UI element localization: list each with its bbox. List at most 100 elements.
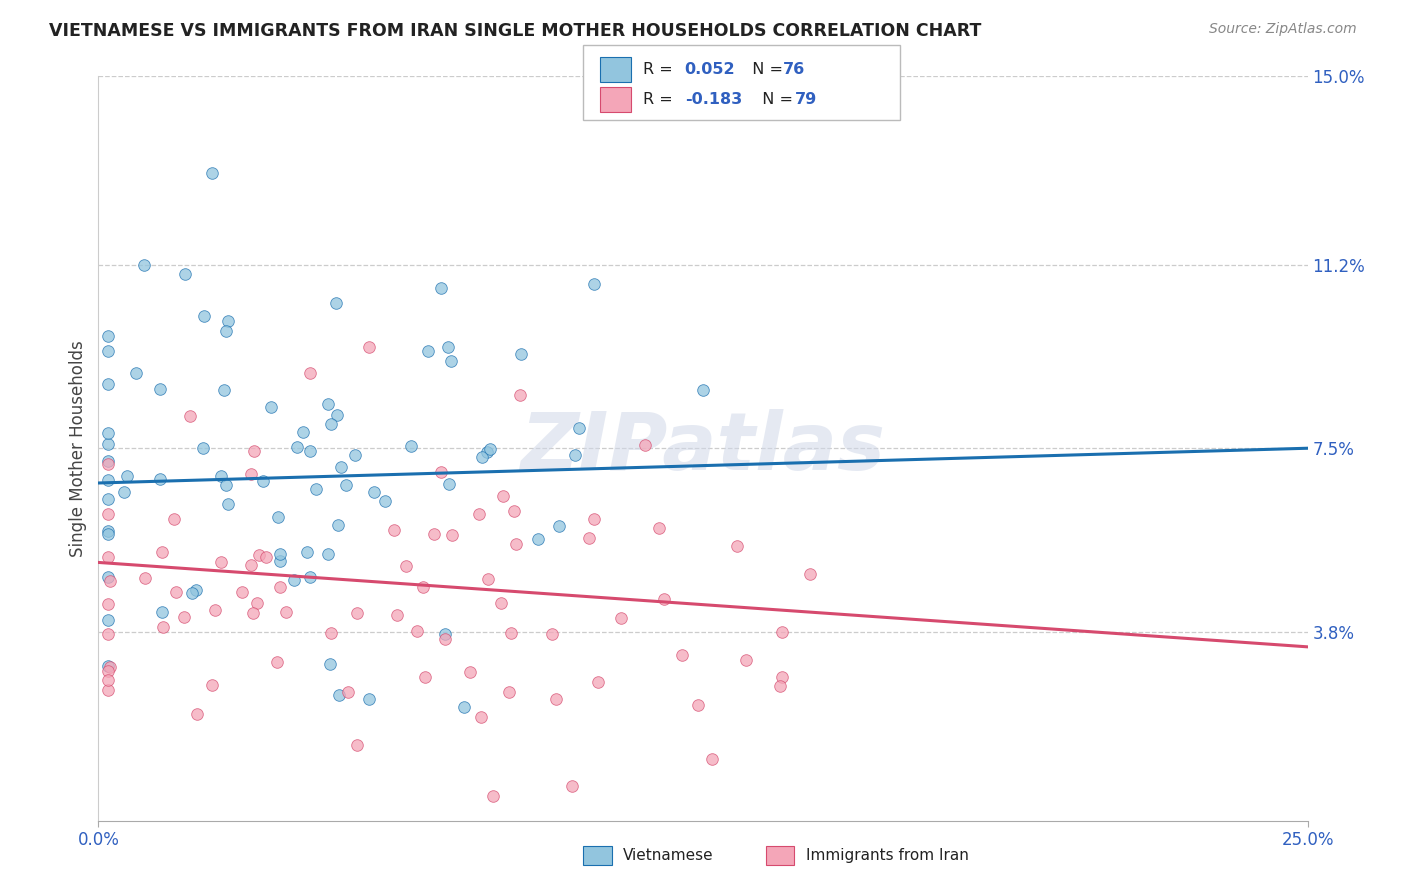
Point xyxy=(299,444,322,458)
Point xyxy=(97,673,120,687)
Point xyxy=(295,544,318,558)
Point xyxy=(163,512,186,526)
Point xyxy=(478,442,501,456)
Point xyxy=(498,684,520,698)
Point xyxy=(204,603,226,617)
Point xyxy=(568,421,591,435)
Point xyxy=(240,467,263,482)
Point xyxy=(174,267,197,281)
Point xyxy=(430,281,453,295)
Point xyxy=(266,655,288,669)
Point xyxy=(633,438,655,452)
Point xyxy=(357,691,380,706)
Point xyxy=(412,580,434,594)
Point xyxy=(240,558,263,572)
Point xyxy=(430,466,453,480)
Point xyxy=(477,572,499,586)
Point xyxy=(335,478,357,492)
Point xyxy=(97,454,120,468)
Text: N =: N = xyxy=(752,92,799,106)
Point xyxy=(329,460,352,475)
Point xyxy=(399,440,422,454)
Point xyxy=(544,691,567,706)
Point xyxy=(97,527,120,541)
Text: R =: R = xyxy=(643,92,678,106)
Point xyxy=(422,527,444,541)
Point xyxy=(652,592,675,607)
Point xyxy=(648,521,671,535)
Point xyxy=(98,574,121,589)
Point xyxy=(688,698,710,712)
Point xyxy=(610,611,633,625)
Point xyxy=(274,605,297,619)
Point xyxy=(97,658,120,673)
Point xyxy=(125,366,148,380)
Point xyxy=(336,685,359,699)
Point xyxy=(97,507,120,521)
Text: 0.052: 0.052 xyxy=(685,62,735,77)
Point xyxy=(97,491,120,506)
Point xyxy=(319,417,342,431)
Point xyxy=(416,343,439,358)
Point xyxy=(491,596,513,610)
Point xyxy=(150,605,173,619)
Point xyxy=(97,524,120,539)
Point xyxy=(541,627,564,641)
Point xyxy=(363,485,385,500)
Point xyxy=(115,469,138,483)
Point xyxy=(152,545,174,559)
Point xyxy=(97,437,120,451)
Point xyxy=(548,519,571,533)
Point xyxy=(318,547,340,561)
Point xyxy=(97,425,120,440)
Point xyxy=(283,573,305,587)
Point xyxy=(770,625,793,640)
Point xyxy=(509,387,531,401)
Point xyxy=(305,482,328,496)
Point xyxy=(437,340,460,354)
Text: 79: 79 xyxy=(794,92,817,106)
Point xyxy=(439,354,461,368)
Point xyxy=(439,477,461,491)
Point xyxy=(212,383,235,397)
Point xyxy=(149,472,172,486)
Point xyxy=(561,779,583,793)
Point xyxy=(97,344,120,359)
Point xyxy=(325,296,347,310)
Point xyxy=(97,570,120,584)
Point xyxy=(578,531,600,545)
Point xyxy=(344,448,367,462)
Point xyxy=(482,789,505,803)
Point xyxy=(319,657,342,672)
Text: N =: N = xyxy=(742,62,789,77)
Point xyxy=(395,558,418,573)
Point xyxy=(97,683,120,698)
Point xyxy=(217,497,239,511)
Point xyxy=(298,366,321,380)
Point xyxy=(179,409,201,424)
Point xyxy=(100,660,122,674)
Point xyxy=(269,580,291,594)
Point xyxy=(700,752,723,766)
Point xyxy=(433,632,456,646)
Point xyxy=(149,382,172,396)
Point xyxy=(346,606,368,620)
Point xyxy=(215,325,238,339)
Point xyxy=(503,504,526,518)
Point xyxy=(470,709,492,723)
Point xyxy=(269,547,291,561)
Point xyxy=(769,679,792,693)
Point xyxy=(186,707,208,722)
Point xyxy=(254,549,277,564)
Point xyxy=(112,485,135,500)
Point xyxy=(453,700,475,714)
Point xyxy=(267,509,290,524)
Point xyxy=(181,585,204,599)
Text: R =: R = xyxy=(643,62,678,77)
Point xyxy=(359,341,381,355)
Point xyxy=(97,550,120,565)
Point xyxy=(217,314,239,328)
Point xyxy=(152,620,174,634)
Point xyxy=(799,566,821,581)
Point xyxy=(471,450,494,465)
